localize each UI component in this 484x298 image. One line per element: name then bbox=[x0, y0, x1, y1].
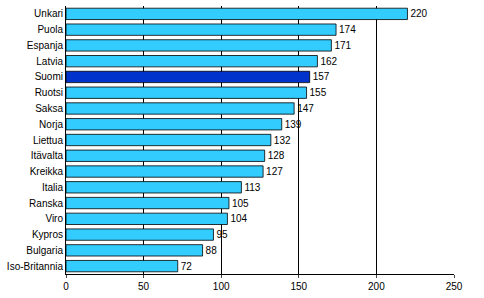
svg-text:220: 220 bbox=[410, 8, 427, 19]
svg-text:Kreikka: Kreikka bbox=[30, 166, 64, 177]
svg-text:171: 171 bbox=[334, 40, 351, 51]
svg-text:Latvia: Latvia bbox=[36, 56, 63, 67]
svg-text:139: 139 bbox=[285, 119, 302, 130]
svg-text:Bulgaria: Bulgaria bbox=[26, 245, 63, 256]
svg-text:Suomi: Suomi bbox=[35, 71, 63, 82]
svg-text:174: 174 bbox=[339, 24, 356, 35]
svg-text:Itävalta: Itävalta bbox=[31, 150, 64, 161]
svg-text:105: 105 bbox=[232, 198, 249, 209]
svg-text:72: 72 bbox=[181, 261, 193, 272]
svg-text:162: 162 bbox=[320, 56, 337, 67]
svg-text:155: 155 bbox=[310, 87, 327, 98]
svg-text:250: 250 bbox=[446, 281, 463, 292]
svg-text:Ranska: Ranska bbox=[29, 198, 63, 209]
svg-text:127: 127 bbox=[266, 166, 283, 177]
svg-text:147: 147 bbox=[297, 103, 314, 114]
svg-text:88: 88 bbox=[206, 245, 218, 256]
svg-text:Espanja: Espanja bbox=[27, 40, 64, 51]
svg-text:Ruotsi: Ruotsi bbox=[35, 87, 63, 98]
svg-text:Iso-Britannia: Iso-Britannia bbox=[7, 261, 64, 272]
svg-text:Liettua: Liettua bbox=[33, 135, 63, 146]
svg-text:Viro: Viro bbox=[45, 213, 63, 224]
svg-text:95: 95 bbox=[216, 229, 228, 240]
svg-text:113: 113 bbox=[244, 182, 260, 193]
svg-text:Norja: Norja bbox=[39, 119, 63, 130]
svg-text:128: 128 bbox=[268, 150, 285, 161]
svg-text:Italia: Italia bbox=[42, 182, 64, 193]
svg-text:157: 157 bbox=[313, 71, 330, 82]
svg-text:Saksa: Saksa bbox=[35, 103, 63, 114]
svg-text:50: 50 bbox=[138, 281, 150, 292]
svg-text:104: 104 bbox=[230, 213, 247, 224]
svg-text:Kypros: Kypros bbox=[32, 229, 63, 240]
svg-text:100: 100 bbox=[213, 281, 230, 292]
svg-text:200: 200 bbox=[368, 281, 385, 292]
svg-text:132: 132 bbox=[274, 135, 291, 146]
svg-text:Unkari: Unkari bbox=[34, 8, 63, 19]
svg-text:Puola: Puola bbox=[37, 24, 63, 35]
svg-text:0: 0 bbox=[63, 281, 69, 292]
svg-text:150: 150 bbox=[290, 281, 307, 292]
